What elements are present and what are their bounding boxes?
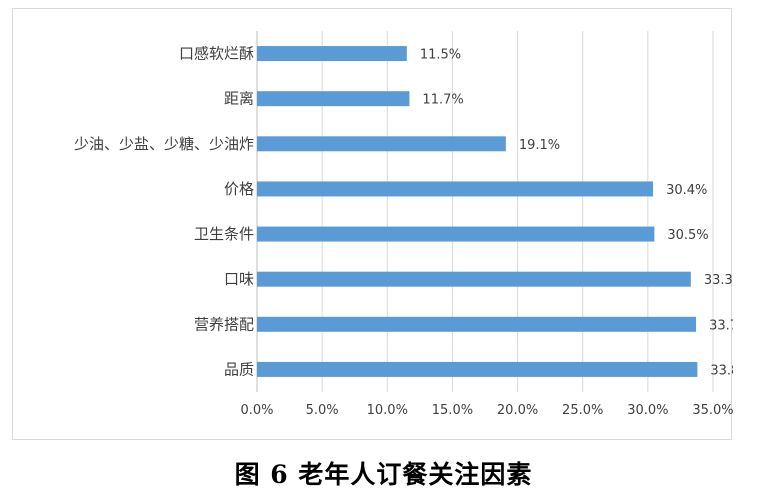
bar <box>257 181 654 197</box>
x-tick-label: 5.0% <box>306 403 339 418</box>
gridlines <box>256 31 714 392</box>
bars <box>257 46 698 377</box>
x-tick-label: 10.0% <box>367 403 408 418</box>
x-tick-labels: 0.0% 5.0% 10.0% 15.0% 20.0% 25.0% 30.0% 35.0% <box>240 403 733 418</box>
bar <box>257 91 410 107</box>
bar <box>257 271 691 287</box>
x-tick-label: 30.0% <box>627 403 668 418</box>
data-label: 33.8% <box>710 363 733 378</box>
category-label: 口感软烂酥 <box>179 45 254 63</box>
data-label: 11.5% <box>420 48 461 63</box>
bar <box>257 226 655 242</box>
x-tick-label: 15.0% <box>432 403 473 418</box>
category-label: 口味 <box>224 270 254 288</box>
x-tick-label: 0.0% <box>240 403 273 418</box>
bar <box>257 361 698 377</box>
data-label: 30.4% <box>666 183 707 198</box>
data-label: 33.7% <box>709 318 733 333</box>
category-label: 品质 <box>224 360 254 378</box>
category-label: 卫生条件 <box>194 225 254 243</box>
data-label: 33.3% <box>704 273 733 288</box>
x-tick-label: 20.0% <box>497 403 538 418</box>
bar <box>257 46 407 62</box>
bar <box>257 136 506 152</box>
x-tick-label: 25.0% <box>562 403 603 418</box>
category-label: 营养搭配 <box>194 315 254 333</box>
data-label: 19.1% <box>519 138 560 153</box>
category-label: 少油、少盐、少糖、少油炸 <box>74 135 254 153</box>
data-label: 11.7% <box>422 93 463 108</box>
category-label: 距离 <box>224 90 254 108</box>
figure-caption: 图 6 老年人订餐关注因素 <box>234 460 533 489</box>
x-tick-label: 35.0% <box>692 403 733 418</box>
data-label: 30.5% <box>667 228 708 243</box>
chart-frame: 口感软烂酥距离少油、少盐、少糖、少油炸价格卫生条件口味营养搭配品质 0.0% 5.… <box>12 8 733 440</box>
data-labels: 11.5% 11.7% 19.1% 30.4% 30.5% 33.3% 33.7% 33.8% <box>420 48 733 379</box>
bar <box>257 316 697 332</box>
category-label: 价格 <box>224 180 254 198</box>
